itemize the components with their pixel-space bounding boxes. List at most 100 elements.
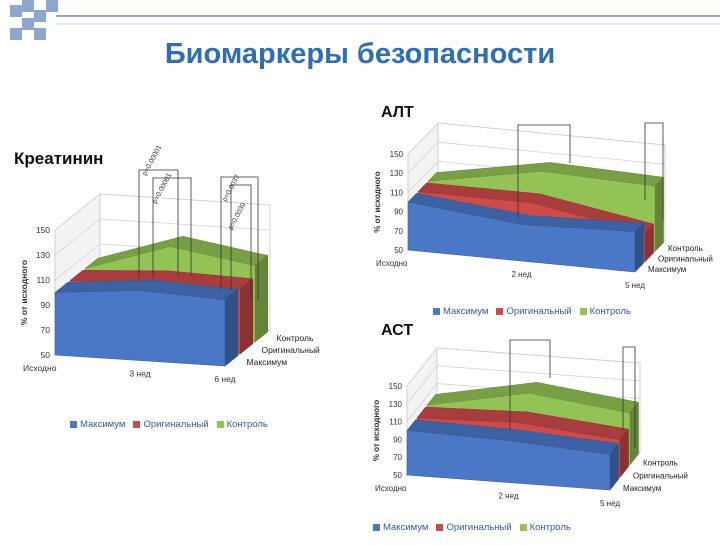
y-tick-label: 150 — [390, 150, 404, 159]
y-axis-label: % от исходного — [373, 171, 382, 232]
legend-entry: Контроль — [589, 306, 631, 317]
series-axis-label: Оригинальный — [658, 255, 713, 264]
y-axis-label: % от исходного — [372, 400, 381, 461]
deco-square — [34, 10, 46, 22]
ast-plot: 50 70 90 110 130 150 % от исходного Контроль Ори… — [372, 339, 688, 508]
gridline — [406, 365, 641, 405]
series-axis-label: Контроль — [668, 244, 703, 253]
deco-square — [22, 0, 34, 12]
y-tick-label: 50 — [394, 246, 403, 255]
x-tick-label: 6 нед — [214, 374, 235, 384]
y-tick-label: 90 — [393, 435, 402, 444]
p-value-label: p=0.00001 — [142, 144, 164, 177]
deco-square — [10, 28, 22, 40]
header-decoration — [10, 0, 720, 40]
y-axis-label: % от исходного — [19, 260, 29, 325]
legend-entry: Оригинальный — [143, 419, 209, 430]
series-end — [654, 176, 664, 252]
x-tick-label: 5 нед — [600, 499, 620, 508]
x-tick-label: Исходно — [375, 484, 407, 493]
gridline — [54, 193, 271, 231]
chart-legend: Максимум Оригинальный Контроль — [365, 522, 571, 533]
creatinine-chart: Креатинин 50 70 90 110 130 150 % от исходного К… — [0, 140, 350, 440]
series-axis-label: Контроль — [277, 333, 314, 343]
alt-chart: АЛТ 50 70 90 110 130 150 % от исходного Контрол… — [345, 100, 720, 325]
legend-swatch — [496, 307, 504, 315]
deco-square — [34, 28, 46, 40]
y-tick-label: 50 — [393, 471, 402, 480]
significance-bracket — [220, 176, 259, 300]
gridline — [407, 141, 666, 174]
y-tick-label: 70 — [393, 453, 402, 462]
y-tick-label: 130 — [36, 250, 50, 260]
chart-legend: Максимум Оригинальный Контроль — [62, 419, 268, 430]
alt-plot: 50 70 90 110 130 150 % от исходного Контроль Ори… — [373, 122, 713, 290]
series-front — [54, 290, 226, 367]
legend-entry: Максимум — [80, 419, 126, 430]
y-tick-label: 150 — [389, 382, 403, 391]
gridline — [54, 218, 271, 256]
gridline — [406, 347, 641, 387]
legend-swatch — [436, 523, 444, 531]
series-end — [254, 255, 268, 343]
legend-swatch — [433, 307, 440, 315]
legend-entry: Оригинальный — [506, 306, 572, 317]
series-end — [634, 222, 644, 273]
series-front — [407, 201, 636, 273]
x-tick-label: 5 нед — [625, 281, 645, 290]
y-tick-label: 130 — [390, 169, 404, 178]
deco-square — [46, 0, 58, 12]
y-tick-label: 150 — [36, 225, 50, 235]
y-tick-label: 110 — [389, 418, 402, 427]
y-tick-label: 50 — [41, 350, 51, 360]
y-tick-label: 110 — [390, 188, 403, 197]
series-axis-label: Максимум — [247, 357, 288, 367]
significance-bracket — [230, 184, 252, 300]
series-end — [224, 289, 238, 367]
x-tick-label: 3 нед — [129, 369, 150, 379]
legend-swatch — [133, 420, 141, 428]
chart-title: АСТ — [381, 322, 414, 339]
legend-entry: Максимум — [383, 522, 429, 533]
series-axis-label: Максимум — [623, 484, 661, 493]
chart-title: Креатинин — [14, 149, 104, 168]
y-tick-label: 130 — [389, 400, 403, 409]
chart-legend: Максимум Оригинальный Контроль — [425, 306, 631, 317]
legend-swatch — [70, 420, 77, 428]
significance-bracket — [138, 169, 179, 278]
y-tick-label: 110 — [36, 275, 50, 285]
x-tick-label: 2 нед — [498, 492, 518, 501]
creatinine-plot: 50 70 90 110 130 150 % от исходного Контроль Ори… — [19, 144, 321, 384]
legend-entry: Контроль — [529, 522, 571, 533]
series-axis-label: Оригинальный — [262, 345, 321, 355]
deco-square — [22, 18, 34, 30]
x-tick-label: Исходно — [23, 363, 57, 373]
y-tick-label: 70 — [41, 325, 51, 335]
legend-swatch — [519, 523, 527, 531]
significance-bracket — [152, 177, 192, 278]
series-axis-label: Максимум — [648, 265, 686, 274]
x-tick-label: 2 нед — [511, 270, 531, 279]
series-axis-label: Контроль — [643, 459, 678, 468]
y-tick-label: 70 — [394, 227, 403, 236]
y-tick-label: 90 — [41, 300, 51, 310]
legend-entry: Оригинальный — [446, 522, 512, 533]
deco-square — [10, 5, 22, 17]
significance-bracket — [622, 346, 636, 448]
legend-swatch — [373, 523, 380, 531]
significance-bracket — [509, 339, 551, 430]
significance-bracket — [644, 122, 664, 220]
series-end — [629, 401, 639, 466]
legend-entry: Контроль — [226, 419, 268, 430]
p-value-label: p=0.0037 — [222, 174, 242, 203]
series-axis-label: Оригинальный — [633, 471, 688, 480]
legend-swatch — [579, 307, 587, 315]
gridline — [407, 122, 666, 155]
legend-swatch — [216, 420, 224, 428]
slide-title: Биомаркеры безопасности — [164, 38, 556, 70]
x-tick-label: Исходно — [376, 259, 408, 268]
series-front — [406, 430, 611, 491]
y-tick-label: 90 — [394, 208, 403, 217]
legend-entry: Максимум — [443, 306, 489, 317]
significance-bracket — [517, 124, 571, 218]
